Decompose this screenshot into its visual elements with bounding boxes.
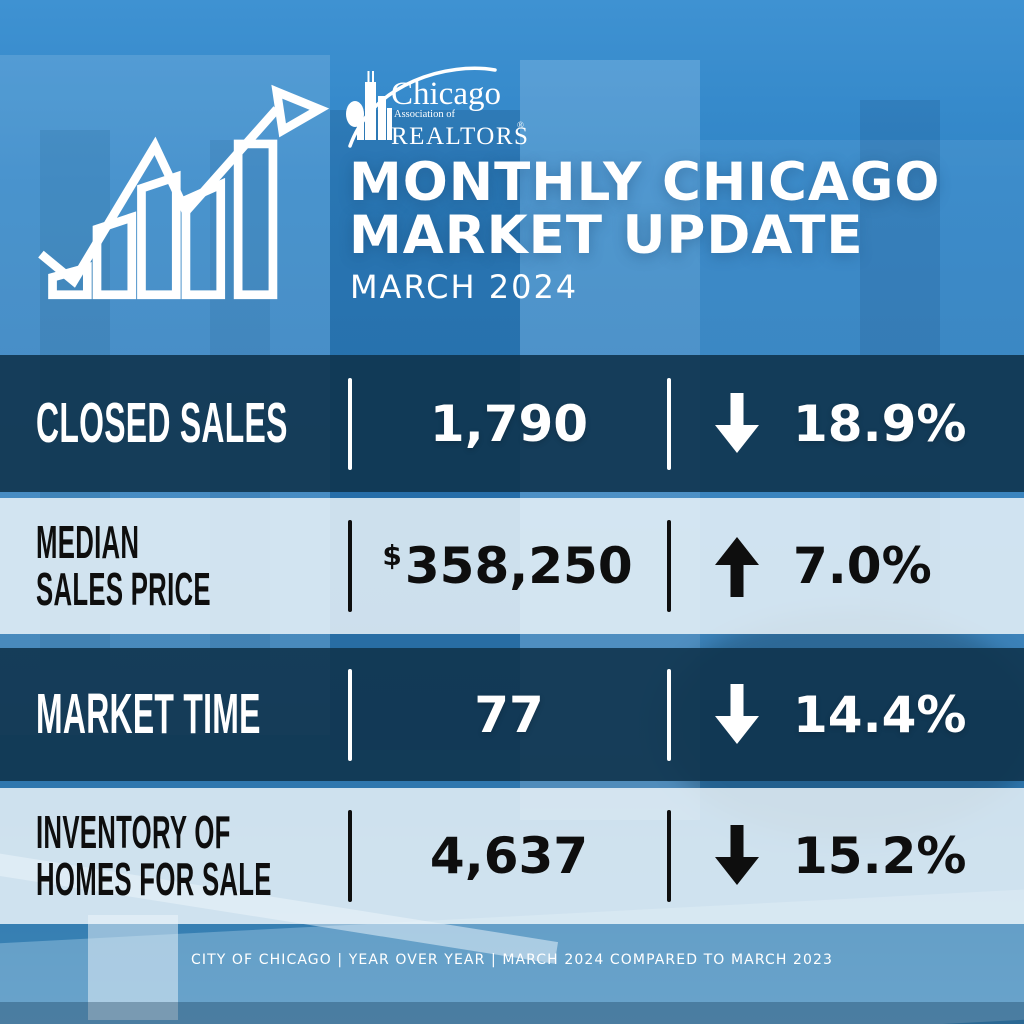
logo-name: Chicago [391,76,501,112]
divider [348,668,352,761]
trend-arrow-icon [706,788,768,924]
bottom-shadow [0,1002,1024,1024]
page-title-line2: MARKET UPDATE [349,205,864,266]
page-title-line1: MONTHLY CHICAGO [349,152,941,213]
registered-mark: ® [517,120,524,130]
page-subtitle: MARCH 2024 [350,268,579,306]
trend-arrow-icon [706,498,768,634]
stat-label: INVENTORY OF HOMES FOR SALE [36,806,272,905]
stat-change: 7.0% [793,537,932,595]
stat-row-closed-sales: CLOSED SALES 1,790 18.9% [0,355,1024,492]
stat-label: MARKET TIME [36,682,261,746]
stat-value: 4,637 [429,827,589,885]
divider [348,377,352,470]
stat-row-median-sales-price: MEDIAN SALES PRICE $358,250 7.0% [0,498,1024,634]
divider [348,810,352,902]
planter [88,915,178,1020]
divider [667,668,671,761]
stat-label: CLOSED SALES [36,391,288,455]
stat-change: 18.9% [793,394,967,453]
stat-row-market-time: MARKET TIME 77 14.4% [0,648,1024,781]
stat-change: 15.2% [793,827,967,885]
stat-label: MEDIAN SALES PRICE [36,516,211,615]
divider [667,377,671,470]
trend-arrow-icon [706,648,768,781]
association-logo: Chicago Association of REALTORS ® [346,66,529,150]
divider [667,810,671,902]
logo-sub: Association of [394,109,455,120]
trend-chart-icon [38,84,330,300]
logo-skyline-icon [346,71,392,140]
stat-value: 1,790 [429,394,589,453]
page-title: MONTHLY CHICAGO MARKET UPDATE [349,156,940,262]
stat-change: 14.4% [793,685,967,744]
divider [348,520,352,612]
stat-row-inventory: INVENTORY OF HOMES FOR SALE 4,637 15.2% [0,788,1024,924]
trend-arrow-icon [706,355,768,492]
logo-arc [348,66,497,148]
logo-realtors: REALTORS [391,123,529,150]
dollar-sign: $ [382,538,402,572]
stat-value: 77 [474,685,544,744]
stat-value: $358,250 [382,537,633,595]
footer-note: CITY OF CHICAGO | YEAR OVER YEAR | MARCH… [190,952,834,968]
divider [667,520,671,612]
